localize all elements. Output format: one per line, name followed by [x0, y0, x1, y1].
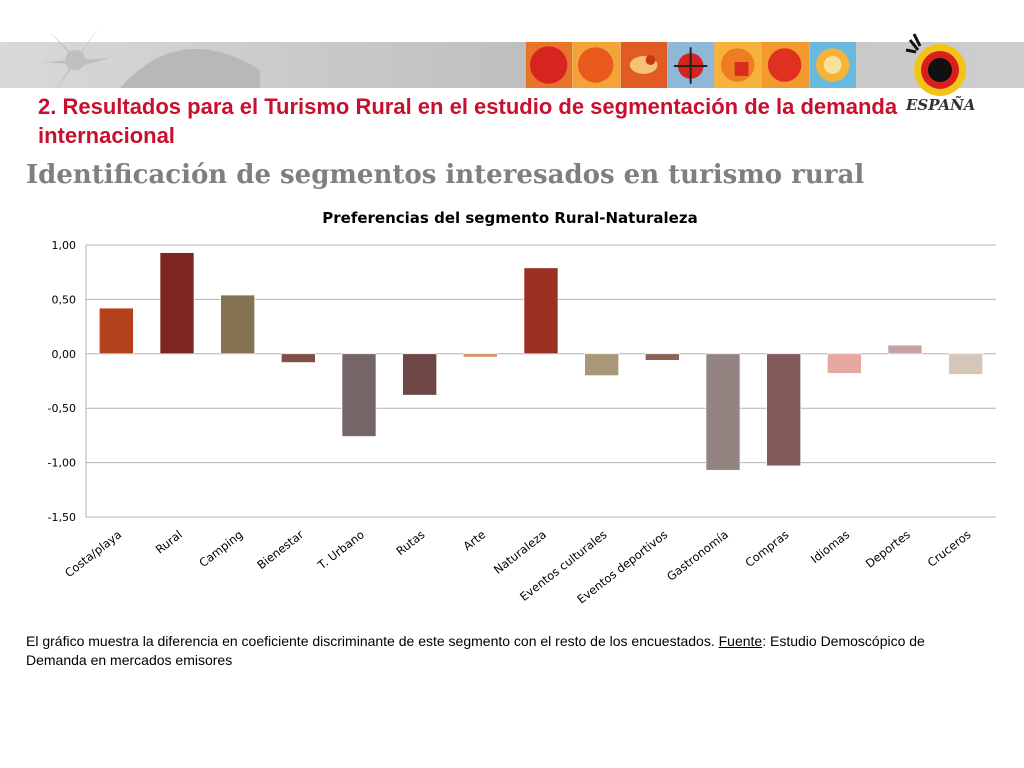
bar [99, 307, 134, 355]
bar [159, 252, 195, 355]
bar [220, 294, 255, 355]
tile-orange-sun-icon [573, 42, 621, 88]
slide-title: 2. Resultados para el Turismo Rural en e… [38, 94, 898, 148]
x-tick-label: Idiomas [808, 527, 852, 566]
y-tick-label: -1,50 [48, 511, 76, 524]
y-tick-label: 0,50 [52, 293, 77, 306]
bar [827, 353, 862, 374]
x-tick-label: Compras [742, 527, 791, 570]
x-tick-label: Bienestar [254, 527, 306, 572]
tile-swirl-icon [620, 42, 668, 88]
x-tick-label: Rural [153, 527, 185, 556]
tile-ladybug-icon [667, 42, 716, 88]
bar [402, 353, 437, 396]
bar [948, 353, 983, 375]
svg-text:ESPAÑA: ESPAÑA [905, 95, 975, 114]
y-tick-label: -1,00 [48, 457, 76, 470]
swoosh-decoration-icon [120, 48, 260, 88]
bar [584, 353, 619, 376]
source-label: Fuente [718, 633, 763, 649]
source-text: : Estudio Demoscópico de Demanda en merc… [26, 633, 925, 668]
bar [645, 353, 680, 361]
bar [523, 267, 559, 355]
y-tick-label: -0,50 [48, 402, 76, 415]
bar-chart: Preferencias del segmento Rural-Naturale… [48, 209, 996, 606]
tile-red-sun-icon [762, 42, 810, 88]
x-tick-label: Deportes [863, 527, 913, 570]
bar [705, 353, 741, 471]
bar [463, 353, 498, 358]
x-tick-label: Naturaleza [491, 527, 549, 577]
x-tick-label: Camping [196, 527, 245, 570]
tile-squares-icon [715, 42, 763, 88]
slide-subtitle: Identificación de segmentos interesados … [26, 160, 865, 190]
bar [281, 353, 316, 363]
footer-note: El gráfico muestra la diferencia en coef… [26, 632, 926, 670]
footer-text: El gráfico muestra la diferencia en coef… [26, 633, 719, 649]
y-tick-label: 1,00 [52, 239, 77, 252]
y-tick-label: 0,00 [52, 348, 77, 361]
bar [887, 344, 923, 355]
chart-title: Preferencias del segmento Rural-Naturale… [322, 209, 697, 227]
x-tick-label: T. Urbano [314, 527, 367, 572]
spain-logo: ESPAÑA [905, 33, 975, 114]
decorative-tile-strip [526, 42, 856, 88]
bar [341, 353, 377, 437]
tile-red-circle-icon [526, 42, 574, 88]
x-tick-label: Arte [461, 527, 489, 553]
x-tick-label: Cruceros [925, 527, 974, 569]
bar [766, 353, 801, 467]
sun-star-decoration-icon [42, 26, 110, 90]
x-tick-label: Gastronomía [664, 527, 731, 583]
tile-yellow-sun-icon [809, 42, 856, 88]
x-tick-label: Rutas [393, 527, 427, 558]
x-tick-label: Costa/playa [62, 527, 124, 580]
